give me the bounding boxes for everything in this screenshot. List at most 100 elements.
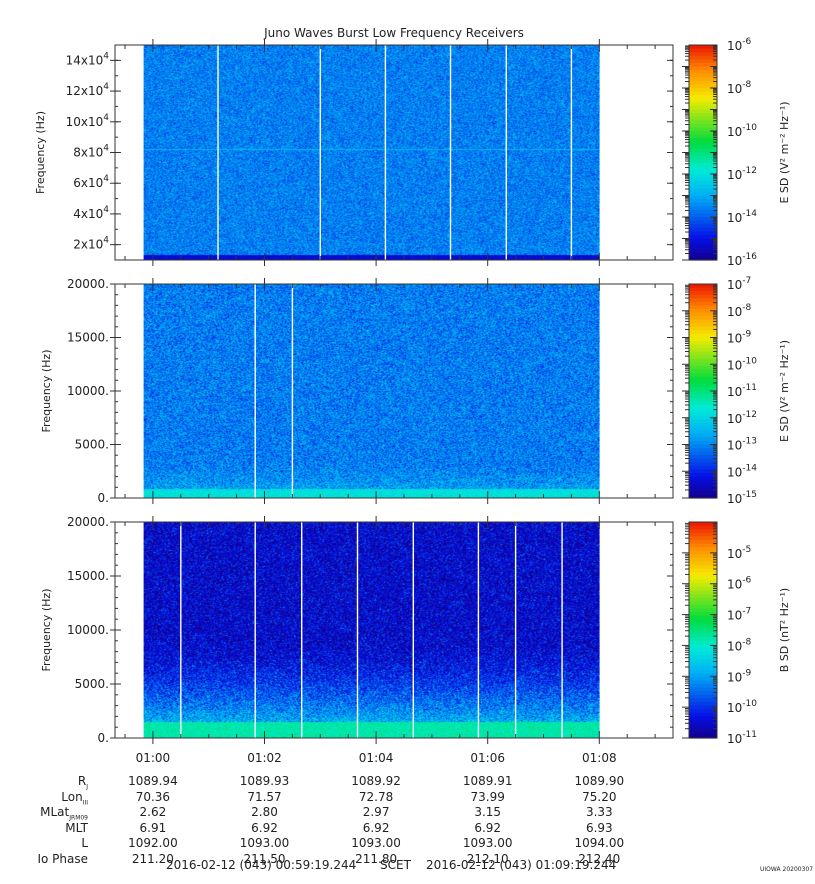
colorbar-tick-label: 10-12 — [727, 166, 757, 182]
chart-title: Juno Waves Burst Low Frequency Receivers — [263, 26, 524, 40]
colorbar-swatch — [689, 177, 717, 182]
x-tick-label: 01:02 — [247, 751, 282, 765]
colorbar-swatch — [689, 494, 717, 499]
colorbar-swatch — [689, 387, 717, 392]
colorbar-swatch — [689, 658, 717, 663]
colorbar-swatch — [689, 80, 717, 86]
ephemeris-label: MLT — [65, 820, 88, 835]
ephemeris-value: 2.80 — [251, 805, 278, 819]
colorbar-swatch — [689, 308, 717, 314]
colorbar-swatch — [689, 451, 717, 456]
y-tick-label: 4x104 — [73, 205, 109, 221]
colorbar-swatch — [689, 536, 717, 541]
colorbar-tick-label: 10-7 — [727, 607, 751, 623]
colorbar-swatch — [689, 615, 717, 620]
colorbar-swatch — [689, 469, 717, 474]
ephemeris-value: 1093.00 — [239, 836, 290, 850]
colorbar-swatch — [689, 376, 717, 381]
ephemeris-value: 2.97 — [362, 805, 390, 819]
colorbar-swatch — [689, 301, 717, 306]
colorbar-swatch — [689, 152, 717, 157]
colorbar-swatch — [689, 426, 717, 431]
y-tick-label: 20000. — [67, 515, 109, 529]
colorbar-swatch — [689, 458, 717, 463]
colorbar-swatch — [689, 705, 717, 710]
colorbar-swatch — [689, 148, 717, 154]
ephemeris-value: 70.36 — [135, 789, 171, 804]
colorbar-label: E SD (V² m⁻² Hz⁻¹) — [778, 340, 791, 442]
spectrogram-panel-3: 0. 5000. 10000. 15000. 20000. Frequency (Hz) 1… — [40, 515, 791, 746]
colorbar-swatch — [689, 586, 717, 591]
colorbar-tick-label: 10-9 — [727, 668, 752, 684]
colorbar-tick-label: 10-8 — [727, 80, 752, 96]
colorbar-swatch — [689, 702, 717, 707]
ephemeris-label: Io Phase — [37, 851, 88, 866]
ephemeris-value: 1089.91 — [462, 774, 513, 788]
y-axis-label: Frequency (Hz) — [34, 111, 47, 194]
ephemeris-value: 73.99 — [470, 789, 505, 804]
colorbar-swatch — [689, 217, 717, 222]
colorbar-swatch — [689, 249, 717, 254]
ephemeris-value: 2.62 — [139, 805, 167, 819]
colorbar-swatch — [689, 209, 717, 215]
colorbar-swatch — [689, 116, 717, 121]
colorbar-tick-label: 10-11 — [727, 730, 757, 746]
y-tick-label: 20000. — [67, 277, 109, 291]
y-tick-label: 5000. — [75, 677, 109, 691]
colorbar-swatch — [689, 98, 717, 103]
colorbar-swatch — [689, 612, 717, 617]
colorbar-swatch — [689, 252, 717, 258]
colorbar-swatch — [689, 597, 717, 602]
colorbar-swatch — [689, 52, 717, 57]
colorbar-swatch — [689, 415, 717, 421]
colorbar-swatch — [689, 666, 717, 671]
y-tick-label: 8x104 — [73, 144, 109, 160]
y-tick-label: 14x104 — [66, 51, 110, 67]
colorbar-swatch — [689, 594, 717, 599]
colorbar-swatch — [689, 55, 717, 60]
colorbar-tick-label: 10-11 — [727, 383, 757, 399]
colorbar-swatch — [689, 284, 717, 289]
ephemeris-value: 1093.00 — [351, 836, 401, 850]
colorbar-swatch — [689, 202, 717, 207]
colorbar-swatch — [689, 669, 717, 674]
colorbar-swatch — [689, 323, 717, 328]
ephemeris-value: 211.20 — [131, 851, 174, 866]
colorbar-swatch — [689, 680, 717, 685]
colorbar-swatch — [689, 405, 717, 410]
colorbar-swatch — [689, 127, 717, 132]
colorbar-tick-label: 10-16 — [727, 252, 757, 268]
ephemeris-value: 1094.00 — [574, 836, 625, 850]
ephemeris-value: 75.20 — [582, 789, 617, 804]
colorbar-swatch — [689, 245, 717, 250]
ephemeris-value: 72.78 — [358, 789, 394, 804]
ephemeris-value: 211.50 — [243, 851, 286, 866]
colorbar-swatch — [689, 408, 717, 413]
colorbar-swatch — [689, 716, 717, 721]
colorbar-swatch — [689, 673, 717, 678]
colorbar-swatch — [689, 131, 717, 136]
colorbar-swatch — [689, 102, 717, 107]
colorbar-swatch — [689, 691, 717, 696]
colorbar-swatch — [689, 540, 717, 545]
colorbar-swatch — [689, 572, 717, 577]
colorbar-swatch — [689, 619, 717, 624]
colorbar-swatch — [689, 227, 717, 232]
colorbar-swatch — [689, 113, 717, 118]
y-tick-label: 6x104 — [73, 174, 109, 190]
colorbar-swatch — [689, 62, 717, 68]
ephemeris-value: 3.15 — [474, 805, 502, 819]
colorbar-frame — [688, 521, 718, 739]
y-axis-label: Frequency (Hz) — [40, 589, 53, 672]
y-tick-label: 12x104 — [66, 82, 110, 98]
colorbar-swatch — [689, 351, 717, 356]
colorbar-swatch — [689, 145, 717, 150]
colorbar-tick-label: 10-13 — [727, 437, 757, 453]
colorbar-swatch — [689, 141, 717, 146]
colorbar-swatch — [689, 316, 717, 321]
colorbar-swatch — [689, 440, 717, 446]
colorbar-swatch — [689, 362, 717, 367]
ephemeris-value: 211.80 — [355, 851, 398, 866]
colorbar-swatch — [689, 455, 717, 460]
